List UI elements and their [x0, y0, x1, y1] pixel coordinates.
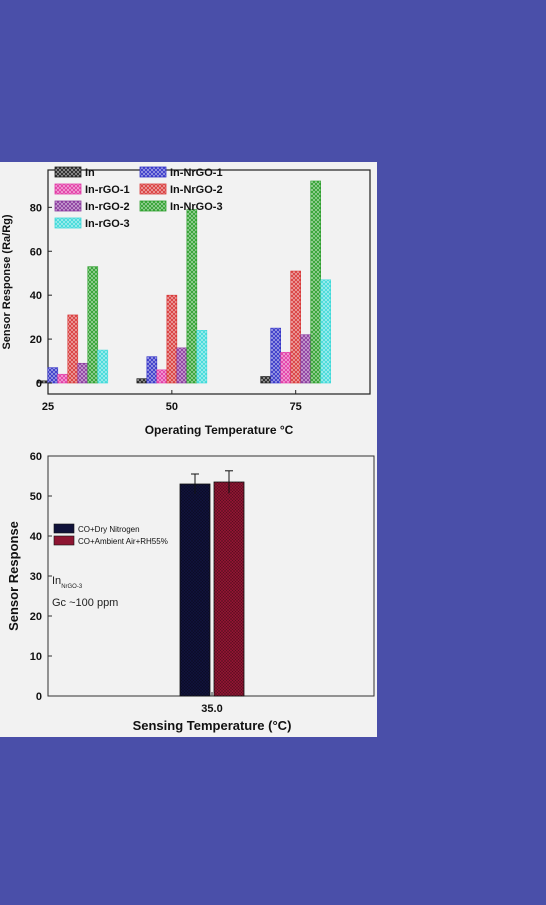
legend-swatch-in-rgo-1 [54, 183, 82, 195]
legend-swatch-co-ambient-air-rh55 [53, 535, 75, 546]
legend-label-co-ambient-air-rh55: CO+Ambient Air+RH55% [78, 537, 168, 546]
annotation-sample-main: In [52, 575, 61, 587]
bar-in-nrgo-2-75 [290, 270, 301, 384]
y-tick-label-60: 60 [30, 246, 42, 258]
legend-swatch-co-dry-nitrogen [53, 523, 75, 534]
annotation-concentration: Gc ~100 ppm [52, 597, 118, 609]
bar-in-nrgo-1-75 [270, 327, 281, 384]
legend-swatch-in-nrgo-3 [139, 200, 167, 212]
y-tick-label-40: 40 [30, 531, 42, 543]
annotation-sample-sub: NrGO-3 [61, 584, 83, 590]
y-tick-label-50: 50 [30, 491, 42, 503]
bar-in-rgo-3-30 [97, 349, 109, 384]
y-tick-label-40: 40 [30, 290, 42, 302]
bar-in-rgo-1-50 [156, 369, 168, 384]
figure-panel: 0 20 40 60 80 25 50 75 Operating Temperature °C S… [0, 162, 377, 737]
legend-swatch-in-rgo-3 [54, 217, 82, 229]
annotation-sample: InNrGO-3 [52, 575, 83, 590]
chart-operating-temperature: 0 20 40 60 80 25 50 75 Operating Temperature °C S… [1, 166, 371, 437]
bar-in-nrgo-2-50 [166, 294, 178, 384]
y-tick-label-80: 80 [30, 202, 42, 214]
bar-in-nrgo-1-30 [47, 367, 59, 384]
bar-in-rgo-1-30 [57, 373, 69, 384]
bar-in-nrgo-3-75 [310, 180, 321, 384]
legend-label-co-dry-nitrogen: CO+Dry Nitrogen [78, 525, 140, 534]
bar-in-rgo-2-75 [300, 334, 311, 384]
y-axis-title: Sensor Response [6, 521, 21, 631]
legend-label-in-rgo-2: In-rGO-2 [85, 201, 130, 213]
plot-frame [47, 455, 375, 697]
bar-in-75 [260, 376, 271, 384]
bar-in-50 [136, 378, 148, 384]
x-axis-title: Sensing Temperature (°C) [133, 718, 292, 733]
legend-label-in-nrgo-2: In-NrGO-2 [170, 184, 223, 196]
bar-in-rgo-2-30 [77, 362, 89, 384]
chart-sensing-temperature: 0 10 20 30 40 50 60 35.0 Sensing Temperature (°C… [6, 451, 375, 733]
x-tick-label-75: 75 [290, 401, 302, 413]
bar-in-rgo-3-75 [320, 279, 331, 384]
y-tick-label-0: 0 [36, 691, 42, 703]
x-axis-title-text: Operating Temperature [145, 423, 280, 437]
bar-in-rgo-1-75 [280, 351, 291, 384]
x-axis-title-unit: °C [280, 423, 294, 437]
bar-in-nrgo-2-30 [67, 314, 79, 384]
y-tick-label-60: 60 [30, 451, 42, 463]
x-axis-title: Operating Temperature °C [145, 423, 294, 437]
x-tick-label-50: 50 [166, 401, 178, 413]
y-axis-title: Sensor Response (Ra/Rg) [1, 214, 13, 349]
y-tick-label-20: 20 [30, 611, 42, 623]
x-tick-label-25: 25 [42, 401, 54, 413]
legend-label-in-nrgo-1: In-NrGO-1 [170, 167, 223, 179]
bar-co-dry-nitrogen [179, 483, 211, 697]
bar-in-nrgo-3-30 [87, 266, 99, 384]
bar-in-rgo-3-50 [196, 330, 208, 384]
y-tick-label-30: 30 [30, 571, 42, 583]
bar-in-nrgo-1-50 [146, 356, 158, 384]
legend-label-in: In [85, 167, 95, 179]
y-tick-label-10: 10 [30, 651, 42, 663]
bar-in-rgo-2-50 [176, 347, 188, 384]
legend-swatch-in-rgo-2 [54, 200, 82, 212]
bar-in-nrgo-3-50 [186, 209, 198, 384]
y-tick-label-0: 0 [36, 378, 42, 390]
legend-swatch-in [54, 166, 82, 178]
legend-label-in-rgo-3: In-rGO-3 [85, 218, 130, 230]
legend-label-in-rgo-1: In-rGO-1 [85, 184, 130, 196]
legend-swatch-in-nrgo-1 [139, 166, 167, 178]
legend-swatch-in-nrgo-2 [139, 183, 167, 195]
legend-label-in-nrgo-3: In-NrGO-3 [170, 201, 223, 213]
x-tick-label-35: 35.0 [201, 703, 222, 715]
bar-co-ambient-air-rh55 [213, 481, 245, 697]
y-tick-label-20: 20 [30, 334, 42, 346]
plot-frame [47, 169, 371, 395]
